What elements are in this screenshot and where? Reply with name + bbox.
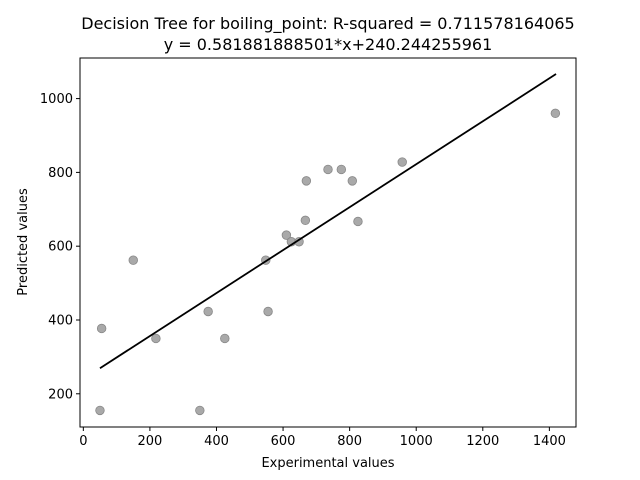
data-point-10: [281, 230, 292, 240]
data-point-2: [195, 405, 205, 416]
regression-line: [99, 73, 557, 369]
data-point-4: [128, 255, 138, 265]
chart-title-line2: y = 0.581881888501*x+240.244255961: [164, 35, 493, 54]
x-axis-ticks: 0 200 400 600 800 1000 1200 1400: [79, 427, 566, 449]
data-point-1: [95, 405, 105, 416]
plot-frame: [79, 57, 577, 428]
x-tick-label-1000: 1000: [400, 434, 433, 449]
data-point-19: [397, 157, 407, 167]
y-axis-label: Predicted values: [16, 188, 31, 296]
data-point-18: [353, 216, 363, 227]
x-axis-label: Experimental values: [261, 456, 394, 471]
data-point-7: [220, 333, 230, 344]
data-point-15: [323, 164, 333, 175]
y-tick-label-400: 400: [48, 313, 73, 328]
x-tick-label-1200: 1200: [466, 434, 499, 449]
data-point-3: [96, 323, 107, 334]
x-tick-label-600: 600: [271, 434, 296, 449]
y-tick-label-800: 800: [48, 166, 73, 181]
data-point-20: [550, 108, 561, 119]
x-tick-label-200: 200: [137, 434, 162, 449]
x-tick-label-0: 0: [79, 434, 87, 449]
y-tick-label-200: 200: [48, 387, 73, 402]
y-tick-label-1000: 1000: [40, 92, 73, 107]
x-tick-label-400: 400: [204, 434, 229, 449]
plot-area: [95, 73, 561, 416]
y-tick-label-600: 600: [48, 240, 73, 255]
data-point-9: [263, 306, 273, 317]
x-tick-label-1400: 1400: [533, 434, 566, 449]
data-point-17: [347, 176, 358, 186]
y-axis-ticks: 200 400 600 800 1000: [40, 92, 80, 402]
data-point-14: [301, 176, 312, 186]
chart-title-line1: Decision Tree for boiling_point: R-squar…: [81, 14, 574, 34]
data-point-6: [203, 306, 213, 317]
x-tick-label-800: 800: [337, 434, 362, 449]
data-point-16: [336, 164, 347, 175]
data-point-5: [151, 333, 161, 344]
data-point-13: [300, 215, 311, 226]
